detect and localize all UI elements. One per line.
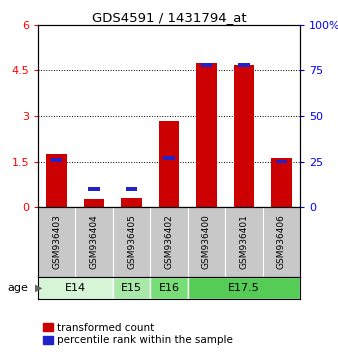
Text: E15: E15 bbox=[121, 283, 142, 293]
Bar bbox=[196, 63, 217, 207]
Bar bbox=[126, 187, 137, 191]
Text: GSM936402: GSM936402 bbox=[165, 215, 173, 269]
Text: GSM936401: GSM936401 bbox=[239, 215, 248, 269]
Title: GDS4591 / 1431794_at: GDS4591 / 1431794_at bbox=[92, 11, 246, 24]
Bar bbox=[89, 187, 100, 191]
Bar bbox=[238, 63, 249, 67]
Text: ▶: ▶ bbox=[34, 283, 42, 293]
Text: E17.5: E17.5 bbox=[228, 283, 260, 293]
Bar bbox=[46, 154, 67, 207]
Bar bbox=[275, 160, 287, 164]
Legend: transformed count, percentile rank within the sample: transformed count, percentile rank withi… bbox=[43, 322, 233, 345]
Bar bbox=[38, 277, 113, 299]
Text: GSM936400: GSM936400 bbox=[202, 215, 211, 269]
Bar bbox=[113, 277, 150, 299]
Bar bbox=[234, 65, 254, 207]
Text: GSM936405: GSM936405 bbox=[127, 215, 136, 269]
Bar bbox=[159, 121, 179, 207]
Text: GSM936406: GSM936406 bbox=[277, 215, 286, 269]
Bar bbox=[188, 277, 300, 299]
Text: age: age bbox=[7, 283, 28, 293]
Bar bbox=[271, 158, 292, 207]
Bar bbox=[84, 199, 104, 207]
Text: GSM936403: GSM936403 bbox=[52, 215, 61, 269]
Text: GSM936404: GSM936404 bbox=[90, 215, 99, 269]
Bar bbox=[51, 158, 63, 162]
Text: E16: E16 bbox=[159, 283, 179, 293]
Bar bbox=[150, 277, 188, 299]
Bar bbox=[201, 63, 212, 67]
Bar bbox=[121, 198, 142, 207]
Bar bbox=[163, 156, 175, 160]
Text: E14: E14 bbox=[65, 283, 86, 293]
